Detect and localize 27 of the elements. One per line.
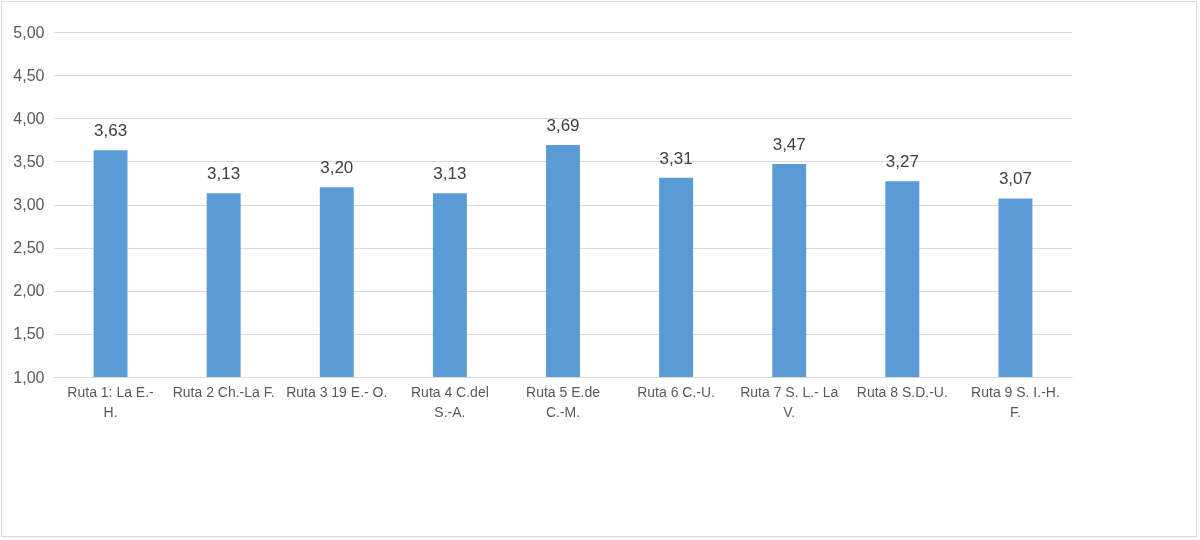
x-tick-label: Ruta 2 Ch.-La F. (172, 383, 275, 400)
x-tick-label: Ruta 5 E.de C.-M. (526, 383, 601, 420)
x-tick-label: Ruta 4 C.del S.-A. (410, 383, 489, 420)
y-tick-label: 5,00 (13, 23, 45, 41)
y-tick-label: 3,50 (13, 152, 45, 170)
x-tick-label: Ruta 7 S. L.- La V. (740, 383, 839, 420)
data-label: 3,07 (998, 169, 1032, 189)
data-label: 3,20 (320, 158, 354, 178)
y-tick-label: 2,00 (13, 282, 45, 300)
data-label: 3,13 (433, 164, 467, 184)
data-label: 3,63 (94, 121, 128, 141)
x-tick-label: Ruta 8 S.D.-U. (856, 383, 948, 400)
data-label: 3,47 (772, 134, 806, 154)
data-label: 3,13 (207, 164, 241, 184)
y-tick-label: 4,00 (13, 109, 45, 127)
y-tick-label: 2,50 (13, 239, 45, 257)
y-tick-label: 1,00 (13, 368, 45, 386)
data-label: 3,69 (546, 115, 580, 135)
data-label: 3,31 (659, 148, 693, 168)
y-tick-label: 3,00 (13, 196, 45, 213)
x-tick-label: Ruta 6 C.-U. (637, 383, 716, 400)
x-tick-label: Ruta 1: La E.- H. (67, 383, 155, 420)
x-tick-label: Ruta 9 S. I.-H. F. (971, 383, 1060, 420)
y-tick-label: 1,50 (13, 325, 45, 343)
y-tick-label: 4,50 (13, 66, 45, 84)
x-tick-label: Ruta 3 19 E.- O. (286, 383, 388, 400)
data-label: 3,27 (885, 152, 919, 172)
